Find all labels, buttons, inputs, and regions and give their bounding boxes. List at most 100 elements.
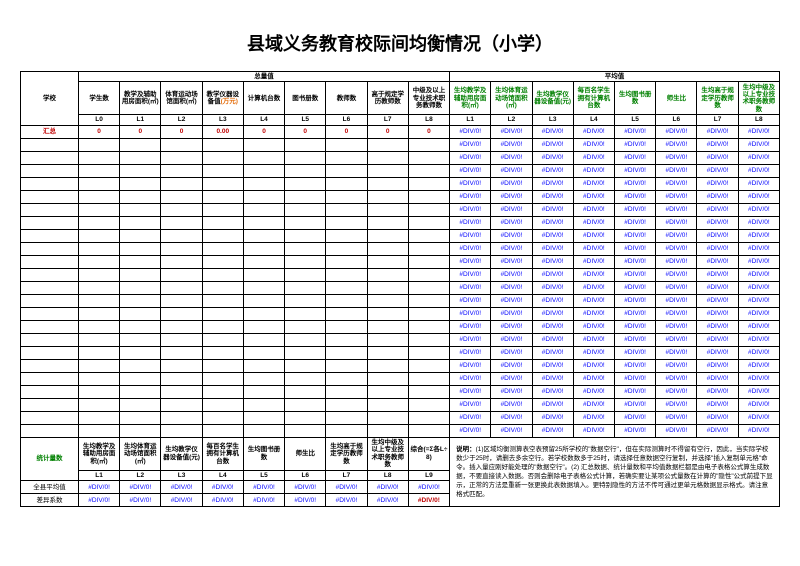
data-cell[interactable]: [21, 281, 79, 294]
data-cell[interactable]: [285, 424, 326, 437]
data-cell[interactable]: [120, 320, 161, 333]
data-cell[interactable]: [78, 138, 119, 151]
data-cell[interactable]: [78, 359, 119, 372]
data-cell[interactable]: [326, 242, 367, 255]
data-cell[interactable]: [285, 320, 326, 333]
data-cell[interactable]: [367, 398, 408, 411]
data-cell[interactable]: [367, 164, 408, 177]
data-cell[interactable]: [408, 190, 449, 203]
data-cell[interactable]: [326, 138, 367, 151]
data-cell[interactable]: [326, 398, 367, 411]
data-cell[interactable]: [21, 138, 79, 151]
data-cell[interactable]: [326, 203, 367, 216]
data-cell[interactable]: [285, 138, 326, 151]
data-cell[interactable]: [78, 255, 119, 268]
data-cell[interactable]: [326, 411, 367, 424]
data-cell[interactable]: [120, 424, 161, 437]
data-cell[interactable]: [161, 411, 202, 424]
data-cell[interactable]: [243, 281, 284, 294]
data-cell[interactable]: [202, 164, 243, 177]
data-cell[interactable]: [161, 268, 202, 281]
data-cell[interactable]: [161, 320, 202, 333]
data-cell[interactable]: [161, 281, 202, 294]
data-cell[interactable]: [21, 372, 79, 385]
data-cell[interactable]: [285, 242, 326, 255]
data-cell[interactable]: [285, 229, 326, 242]
data-cell[interactable]: [326, 320, 367, 333]
data-cell[interactable]: [326, 307, 367, 320]
data-cell[interactable]: [408, 372, 449, 385]
data-cell[interactable]: [243, 411, 284, 424]
data-cell[interactable]: [78, 411, 119, 424]
data-cell[interactable]: [408, 203, 449, 216]
data-cell[interactable]: [120, 385, 161, 398]
data-cell[interactable]: [120, 294, 161, 307]
data-cell[interactable]: [21, 229, 79, 242]
data-cell[interactable]: [408, 294, 449, 307]
data-cell[interactable]: [243, 216, 284, 229]
data-cell[interactable]: [408, 255, 449, 268]
data-cell[interactable]: [161, 307, 202, 320]
data-cell[interactable]: [120, 411, 161, 424]
data-cell[interactable]: [202, 411, 243, 424]
data-cell[interactable]: [243, 255, 284, 268]
data-cell[interactable]: [367, 333, 408, 346]
data-cell[interactable]: [202, 268, 243, 281]
data-cell[interactable]: [243, 385, 284, 398]
data-cell[interactable]: [202, 190, 243, 203]
data-cell[interactable]: [367, 255, 408, 268]
data-cell[interactable]: [326, 229, 367, 242]
data-cell[interactable]: [21, 164, 79, 177]
data-cell[interactable]: [120, 138, 161, 151]
data-cell[interactable]: [78, 151, 119, 164]
data-cell[interactable]: [161, 398, 202, 411]
data-cell[interactable]: [285, 359, 326, 372]
data-cell[interactable]: [21, 320, 79, 333]
data-cell[interactable]: [21, 411, 79, 424]
data-cell[interactable]: [161, 177, 202, 190]
data-cell[interactable]: [285, 151, 326, 164]
data-cell[interactable]: [408, 151, 449, 164]
data-cell[interactable]: [243, 164, 284, 177]
data-cell[interactable]: [285, 385, 326, 398]
data-cell[interactable]: [243, 372, 284, 385]
data-cell[interactable]: [78, 203, 119, 216]
data-cell[interactable]: [367, 203, 408, 216]
data-cell[interactable]: [161, 294, 202, 307]
data-cell[interactable]: [408, 281, 449, 294]
data-cell[interactable]: [120, 203, 161, 216]
data-cell[interactable]: [367, 177, 408, 190]
data-cell[interactable]: [243, 242, 284, 255]
data-cell[interactable]: [202, 346, 243, 359]
data-cell[interactable]: [408, 424, 449, 437]
data-cell[interactable]: [243, 229, 284, 242]
data-cell[interactable]: [285, 203, 326, 216]
data-cell[interactable]: [243, 398, 284, 411]
data-cell[interactable]: [78, 177, 119, 190]
data-cell[interactable]: [161, 333, 202, 346]
data-cell[interactable]: [120, 190, 161, 203]
data-cell[interactable]: [78, 164, 119, 177]
data-cell[interactable]: [120, 229, 161, 242]
data-cell[interactable]: [367, 424, 408, 437]
data-cell[interactable]: [326, 372, 367, 385]
data-cell[interactable]: [21, 151, 79, 164]
data-cell[interactable]: [161, 372, 202, 385]
data-cell[interactable]: [161, 216, 202, 229]
data-cell[interactable]: [120, 216, 161, 229]
data-cell[interactable]: [78, 385, 119, 398]
data-cell[interactable]: [285, 190, 326, 203]
data-cell[interactable]: [367, 151, 408, 164]
data-cell[interactable]: [21, 307, 79, 320]
data-cell[interactable]: [285, 372, 326, 385]
data-cell[interactable]: [202, 372, 243, 385]
data-cell[interactable]: [202, 333, 243, 346]
data-cell[interactable]: [120, 333, 161, 346]
data-cell[interactable]: [243, 138, 284, 151]
data-cell[interactable]: [21, 216, 79, 229]
data-cell[interactable]: [21, 268, 79, 281]
data-cell[interactable]: [408, 268, 449, 281]
data-cell[interactable]: [21, 190, 79, 203]
data-cell[interactable]: [408, 229, 449, 242]
data-cell[interactable]: [21, 385, 79, 398]
